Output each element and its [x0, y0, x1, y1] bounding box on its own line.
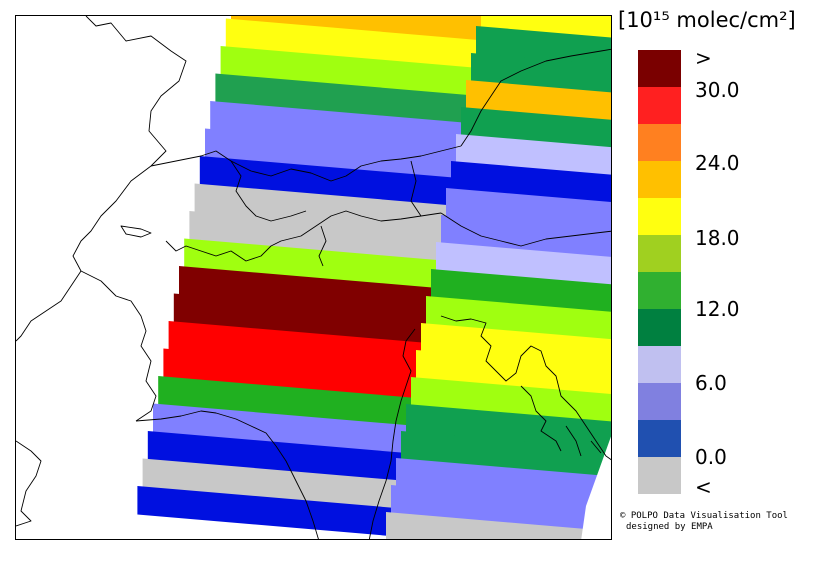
left-swath-band	[142, 458, 400, 509]
left-swath-band	[194, 183, 449, 234]
coastline-ligurian	[135, 410, 319, 539]
right-swath-band	[461, 107, 611, 148]
left-swath-band	[189, 211, 444, 262]
legend-swatch	[638, 124, 681, 161]
left-swath-band	[173, 293, 429, 344]
right-swath-band	[431, 269, 611, 313]
coastline-corsica-west	[16, 440, 42, 527]
map-panel	[15, 15, 612, 540]
legend-swatch	[638, 235, 681, 272]
border-line-italy-west	[80, 270, 157, 422]
left-swath-band	[231, 16, 483, 41]
legend-label: <	[695, 475, 712, 499]
credit-line-1: © POLPO Data Visualisation Tool	[620, 511, 788, 521]
legend-swatch	[638, 198, 681, 235]
left-swath-band	[210, 101, 464, 152]
border-line-west	[16, 16, 187, 342]
right-swath-band	[401, 431, 611, 477]
map-canvas	[16, 16, 612, 540]
border-line-internal-2	[410, 160, 422, 217]
right-swath-band	[426, 296, 611, 340]
legend-swatch	[638, 272, 681, 309]
legend-swatch	[638, 383, 681, 420]
right-swath-band	[481, 16, 611, 39]
legend-swatch	[638, 420, 681, 457]
right-swath-band	[391, 485, 611, 532]
legend-title: [10¹⁵ molec/cm²]	[618, 8, 796, 32]
left-swath-band	[199, 156, 454, 207]
right-swath-band	[381, 539, 612, 540]
border-line-slovenia	[440, 212, 611, 247]
legend-swatch	[638, 50, 681, 87]
legend-label: 18.0	[695, 226, 740, 250]
left-swath-band	[163, 348, 419, 399]
left-swath-band	[168, 321, 424, 372]
left-swath-band	[158, 376, 414, 427]
left-swath-band	[137, 486, 395, 537]
right-swath-band	[476, 26, 611, 66]
border-line-italy-north	[165, 210, 442, 262]
credit-line-2: designed by EMPA	[626, 522, 713, 532]
legend-label: 12.0	[695, 297, 740, 321]
left-swath-band	[153, 403, 409, 454]
right-swath-band	[471, 53, 611, 93]
credit-text: © POLPO Data Visualisation Tool designed…	[620, 511, 788, 533]
legend-label: 30.0	[695, 78, 740, 102]
border-line-austria	[460, 48, 611, 147]
swath-layer	[137, 16, 612, 540]
right-swath-band	[396, 458, 611, 505]
right-swath-band	[446, 188, 611, 231]
legend-swatch	[638, 309, 681, 346]
legend-swatch	[638, 87, 681, 124]
left-swath-band	[184, 238, 439, 289]
lake-geneva	[120, 225, 152, 238]
coastline-adriatic-italy	[368, 328, 416, 539]
right-swath-band	[466, 80, 611, 121]
legend-swatch	[638, 161, 681, 198]
right-swath-band	[416, 350, 611, 395]
right-swath-band	[421, 323, 611, 368]
legend-color-bar	[638, 50, 681, 494]
legend-label: 24.0	[695, 151, 740, 175]
legend-label: 0.0	[695, 445, 727, 469]
coastline-layer	[16, 16, 611, 539]
left-swath-band	[205, 128, 459, 179]
left-swath-band	[215, 73, 469, 124]
right-swath-band	[411, 377, 611, 423]
border-line-internal-1	[230, 160, 307, 222]
legend-swatch	[638, 457, 681, 494]
left-swath-band	[220, 46, 474, 96]
left-swath-band	[225, 18, 479, 69]
right-swath-band	[441, 215, 611, 258]
border-line-swiss	[150, 145, 462, 182]
coastline-kvarner-islands	[520, 385, 602, 457]
left-swath-band	[179, 266, 434, 317]
legend-label: >	[695, 46, 712, 70]
right-swath-band	[406, 404, 611, 450]
legend-label: 6.0	[695, 371, 727, 395]
lake-garda	[318, 225, 327, 267]
left-swath-band	[147, 431, 404, 482]
right-swath-band	[436, 242, 611, 285]
legend-swatch	[638, 346, 681, 383]
coastline-istria	[440, 315, 611, 461]
right-swath-band	[386, 512, 611, 539]
swath-edge-mask	[581, 436, 611, 539]
